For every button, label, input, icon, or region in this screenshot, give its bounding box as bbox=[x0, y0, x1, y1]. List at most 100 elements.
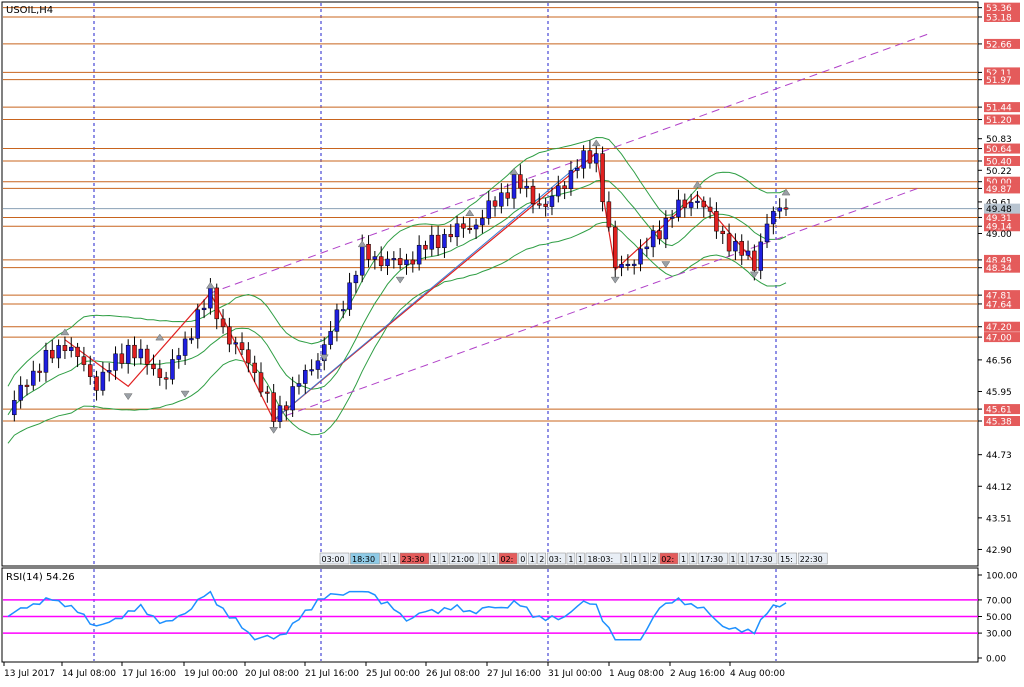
candle-body bbox=[593, 153, 599, 164]
price-label: 51.20 bbox=[986, 116, 1012, 126]
time-label: 31 Jul 00:00 bbox=[548, 669, 602, 679]
session-label-box bbox=[489, 552, 498, 565]
fractal-down-icon bbox=[269, 427, 279, 434]
session-label-box bbox=[399, 552, 430, 565]
price-label: 49.61 bbox=[986, 198, 1012, 208]
price-label-highlight bbox=[984, 143, 1020, 154]
session-label-box bbox=[738, 552, 747, 565]
session-label-box bbox=[747, 552, 778, 565]
candle-body bbox=[707, 206, 713, 212]
price-label: 46.56 bbox=[986, 356, 1012, 366]
candle-body bbox=[258, 372, 264, 393]
time-label: 21 Jul 16:00 bbox=[305, 669, 359, 679]
session-label: 02: bbox=[501, 555, 514, 564]
candle-body bbox=[549, 195, 555, 207]
price-label-highlight bbox=[984, 416, 1020, 427]
session-label-box bbox=[518, 552, 527, 565]
price-label-highlight bbox=[984, 221, 1020, 232]
price-label: 52.66 bbox=[986, 40, 1012, 50]
candle-body bbox=[246, 349, 251, 364]
candle-body bbox=[695, 200, 700, 203]
rsi-indicator: 100.00 70.00 50.00 30.00 0.00 bbox=[3, 572, 1018, 665]
candle-body bbox=[385, 258, 390, 267]
candle-body bbox=[214, 287, 219, 320]
candle-body bbox=[296, 383, 302, 387]
candle-body bbox=[138, 348, 144, 359]
session-label-box bbox=[479, 552, 489, 565]
band-middle bbox=[7, 179, 787, 416]
candle-body bbox=[271, 392, 276, 422]
price-label-highlight bbox=[984, 262, 1020, 273]
session-label-box bbox=[546, 552, 566, 565]
rsi-pane[interactable] bbox=[1, 567, 979, 663]
session-label-box bbox=[527, 552, 537, 565]
time-label: 2 Aug 16:00 bbox=[670, 669, 725, 679]
main-pane[interactable] bbox=[1, 1, 979, 567]
candle-body bbox=[473, 224, 479, 230]
session-label: 21:00 bbox=[451, 555, 474, 564]
candle-body bbox=[454, 223, 460, 238]
price-label: 47.64 bbox=[986, 300, 1012, 310]
rsi-axis-label: 30.00 bbox=[986, 630, 1012, 640]
candle-body bbox=[600, 153, 605, 203]
candle-body bbox=[208, 287, 213, 309]
candle-body bbox=[676, 199, 681, 218]
trend-line bbox=[273, 165, 578, 421]
fractal-up-icon bbox=[155, 333, 165, 341]
candle-body bbox=[176, 355, 182, 360]
current-price-label: 49.48 bbox=[986, 205, 1012, 215]
candle-body bbox=[612, 226, 618, 268]
price-label-highlight bbox=[984, 321, 1020, 332]
session-label: 18:03: bbox=[587, 555, 613, 564]
price-label: 49.87 bbox=[986, 185, 1012, 195]
session-label-box bbox=[797, 552, 828, 565]
session-labels: 03:00 18:30 1 1 23:30 1 1 21:00 1 1 02: 0 1 2 03: 1 1 18:… bbox=[319, 552, 828, 565]
time-label: 20 Jul 08:00 bbox=[245, 669, 299, 679]
session-label: 17:30 bbox=[700, 555, 723, 564]
symbol-title: USOIL,H4 bbox=[6, 5, 53, 16]
price-label-highlight bbox=[984, 404, 1020, 415]
candle-body bbox=[745, 250, 751, 256]
session-label-box bbox=[688, 552, 698, 565]
price-label: 47.81 bbox=[986, 292, 1012, 302]
candle-body bbox=[87, 364, 93, 377]
price-label-highlight bbox=[984, 102, 1020, 113]
candle-body bbox=[75, 346, 80, 357]
session-label: 1 bbox=[568, 555, 573, 564]
session-label-box bbox=[430, 552, 439, 565]
time-label: 4 Aug 00:00 bbox=[730, 669, 785, 679]
candle-body bbox=[467, 228, 472, 231]
price-label-highlight bbox=[984, 155, 1020, 166]
session-label: 23:30 bbox=[402, 555, 425, 564]
candle-body bbox=[189, 338, 194, 341]
candle-body bbox=[752, 250, 757, 271]
price-label-highlight bbox=[984, 290, 1020, 301]
candle-body bbox=[37, 370, 42, 373]
candle-body bbox=[720, 230, 725, 235]
fractal-up-icon bbox=[465, 209, 475, 217]
fractal-down-icon bbox=[319, 354, 329, 362]
current-price-badge bbox=[984, 203, 1020, 214]
candle-body bbox=[537, 203, 542, 206]
candle-body bbox=[505, 192, 510, 199]
candle-body bbox=[448, 234, 454, 238]
band-upper bbox=[7, 136, 787, 387]
candle-body bbox=[227, 326, 232, 345]
candle-body bbox=[461, 223, 466, 229]
candle-body bbox=[397, 258, 403, 266]
candle-body bbox=[480, 218, 485, 226]
time-label: 17 Jul 16:00 bbox=[122, 669, 176, 679]
price-label-highlight bbox=[984, 183, 1020, 194]
horizontal-levels bbox=[3, 7, 978, 422]
candle-body bbox=[701, 200, 707, 208]
candle-body bbox=[638, 248, 643, 265]
price-label: 53.36 bbox=[986, 4, 1012, 14]
price-label: 50.64 bbox=[986, 145, 1012, 155]
candle-body bbox=[220, 318, 226, 328]
candle-body bbox=[119, 353, 125, 364]
fractal-down-icon bbox=[123, 393, 133, 401]
fractal-up-icon bbox=[781, 188, 791, 196]
